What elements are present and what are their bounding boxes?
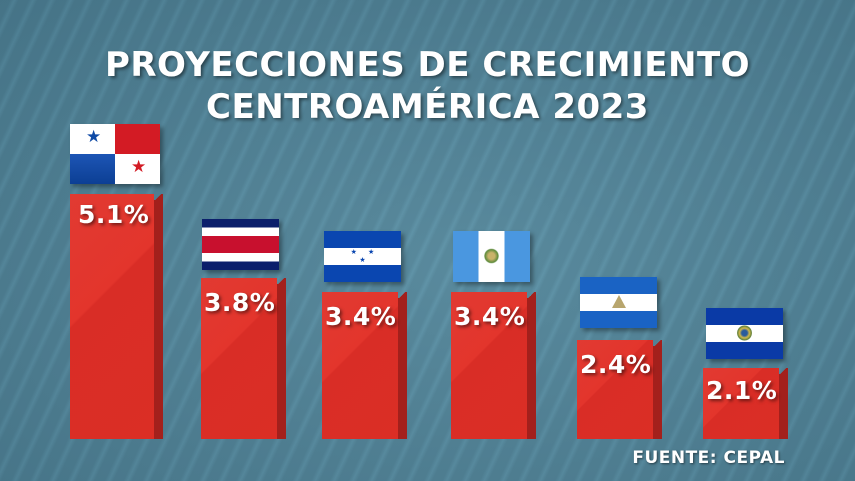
el-salvador-flag <box>706 308 783 359</box>
stars-icon: ★ ★ ★ ★ ★ <box>350 248 375 272</box>
guatemala-flag <box>453 231 530 282</box>
bar-panama <box>70 194 163 439</box>
bar-nicaragua <box>577 340 662 439</box>
bar-el-salvador <box>703 368 788 439</box>
costa-rica-flag <box>202 219 279 270</box>
chart-title: PROYECCIONES DE CRECIMIENTO CENTROAMÉRIC… <box>0 44 855 128</box>
bar-costa-rica <box>201 278 286 439</box>
bar-guatemala <box>451 292 536 439</box>
value-label: 2.1% <box>706 376 778 405</box>
value-label: 3.4% <box>454 302 526 331</box>
coat-of-arms-icon <box>737 325 752 341</box>
value-label: 5.1% <box>78 200 150 229</box>
coat-of-arms-icon <box>612 295 626 308</box>
source-label: FUENTE: CEPAL <box>632 448 785 468</box>
honduras-flag: ★ ★ ★ ★ ★ <box>324 231 401 282</box>
title-line-1: PROYECCIONES DE CRECIMIENTO <box>104 45 751 85</box>
nicaragua-flag <box>580 277 657 328</box>
value-label: 3.8% <box>204 288 276 317</box>
star-icon: ★ <box>131 157 147 177</box>
title-line-2: CENTROAMÉRICA 2023 <box>206 87 649 127</box>
star-icon: ★ <box>86 127 102 147</box>
value-label: 3.4% <box>325 302 397 331</box>
bar-honduras <box>322 292 407 439</box>
coat-of-arms-icon <box>484 248 499 264</box>
panama-flag: ★ ★ <box>70 124 160 184</box>
value-label: 2.4% <box>580 350 652 379</box>
